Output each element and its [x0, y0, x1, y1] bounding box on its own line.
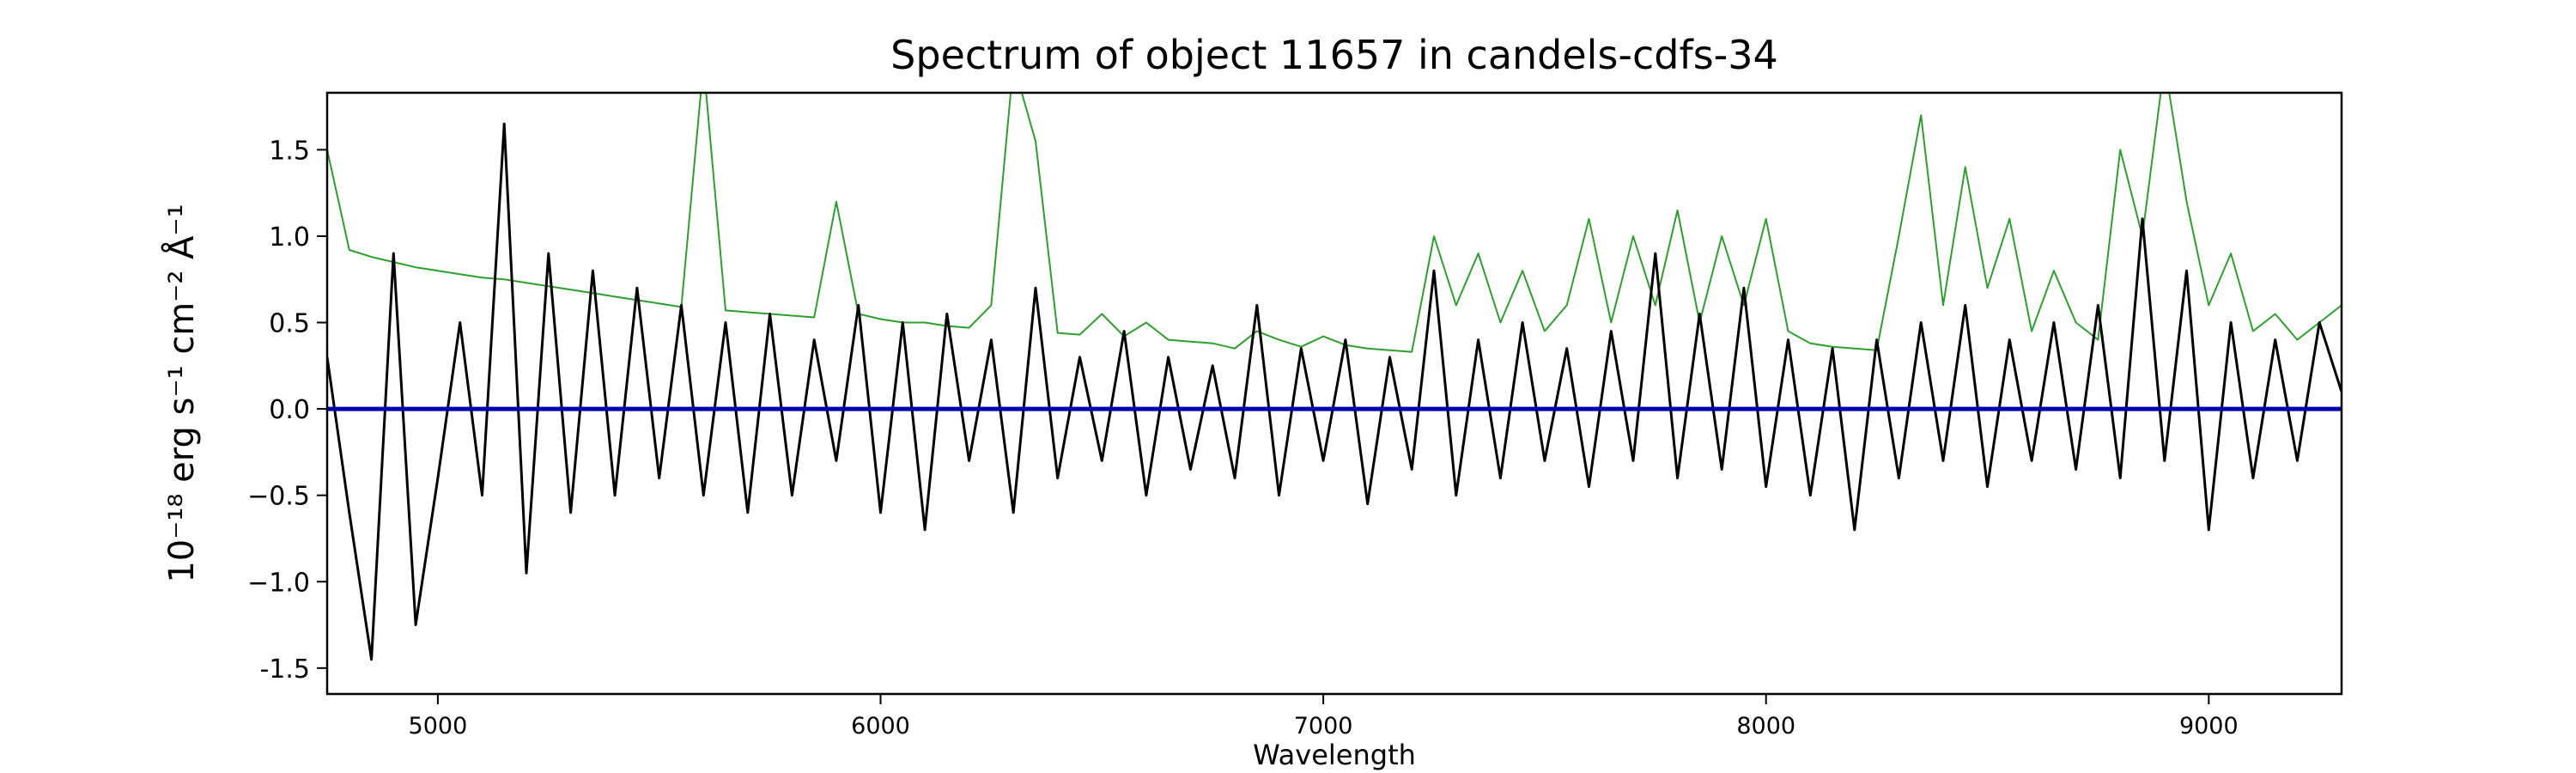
- x-tick-label: 8000: [1736, 713, 1795, 740]
- x-tick-label: 9000: [2179, 713, 2239, 740]
- y-tick-label: 0.0: [269, 395, 310, 425]
- chart-title: Spectrum of object 11657 in candels-cdfs…: [890, 32, 1778, 78]
- plot-area: [327, 93, 2342, 661]
- x-axis-label: Wavelength: [1253, 739, 1416, 771]
- y-tick-label: 1.0: [269, 222, 310, 253]
- spectrum-line: [327, 122, 2342, 661]
- y-tick-label: 0.5: [269, 309, 310, 339]
- x-tick-label: 5000: [409, 713, 468, 740]
- y-tick-label: −1.0: [247, 568, 310, 598]
- x-tick-label: 6000: [851, 713, 910, 740]
- y-axis-label: 10⁻¹⁸ erg s⁻¹ cm⁻² Å⁻¹: [161, 204, 202, 582]
- plot-frame: [325, 91, 2343, 696]
- x-tick-label: 7000: [1294, 713, 1353, 740]
- y-tick-label: −0.5: [247, 482, 310, 512]
- y-tick-label: 1.5: [269, 136, 310, 166]
- y-tick-label: -1.5: [259, 654, 310, 685]
- spectrum-line: [327, 93, 2342, 353]
